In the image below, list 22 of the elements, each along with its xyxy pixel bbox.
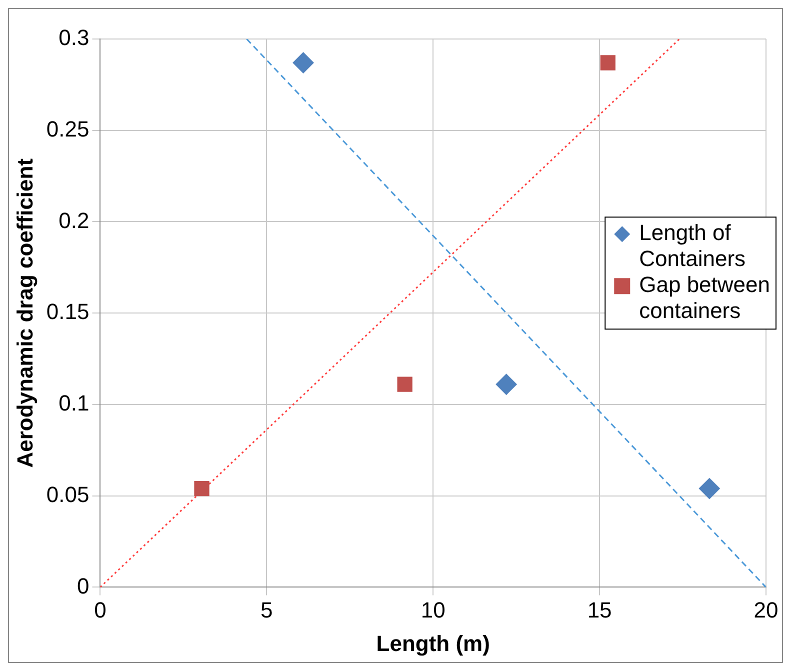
y-tick-label: 0.15 <box>46 299 90 324</box>
x-tick-label: 0 <box>94 597 106 622</box>
point <box>698 478 720 500</box>
y-tick-label: 0 <box>76 573 90 598</box>
x-axis-title: Length (m) <box>376 630 490 656</box>
point <box>600 55 616 70</box>
point <box>496 374 517 395</box>
y-tick-label: 0.2 <box>58 208 90 233</box>
point <box>292 52 314 74</box>
y-axis-title: Aerodynamic drag coefficient <box>12 158 38 468</box>
y-tick-label: 0.1 <box>58 390 90 416</box>
x-tick-label: 10 <box>420 597 446 622</box>
y-tick-label: 0.25 <box>46 116 90 142</box>
point <box>194 480 210 496</box>
x-tick-label: 20 <box>754 597 778 622</box>
x-tick-label: 5 <box>260 597 273 622</box>
legend-label: Length of Containers <box>639 220 746 272</box>
point <box>397 376 412 392</box>
x-tick-label: 15 <box>587 597 612 622</box>
y-tick-label: 0.3 <box>58 25 90 50</box>
y-tick-label: 0.05 <box>46 482 90 507</box>
legend-label: Gap between containers <box>639 272 770 324</box>
